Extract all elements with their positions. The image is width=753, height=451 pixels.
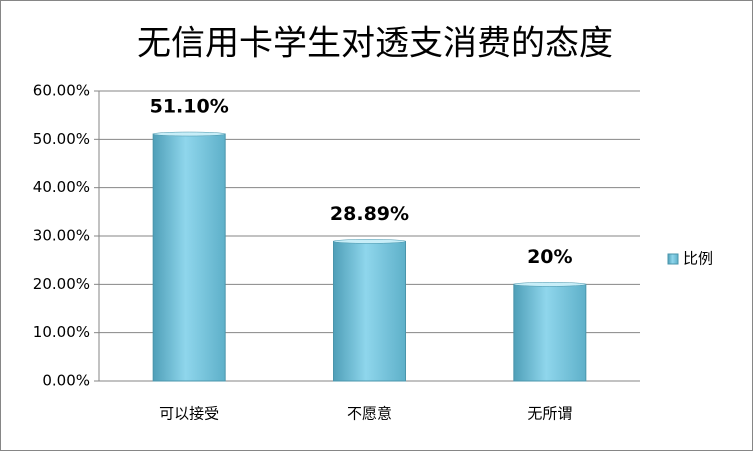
y-tick-label: 20.00% <box>33 275 90 293</box>
bar <box>513 283 587 382</box>
legend-swatch <box>667 253 679 265</box>
x-tick-label: 可以接受 <box>159 405 219 423</box>
y-tick-label: 60.00% <box>33 82 90 100</box>
y-tick-label: 10.00% <box>33 323 90 341</box>
y-tick-label: 50.00% <box>33 130 90 148</box>
bar-top <box>333 239 406 244</box>
data-label: 51.10% <box>150 96 229 118</box>
bar <box>152 133 226 382</box>
bar <box>333 240 406 382</box>
x-tick-label: 不愿意 <box>347 405 392 423</box>
chart-title: 无信用卡学生对透支消费的态度 <box>137 24 613 64</box>
legend-label: 比例 <box>683 250 713 268</box>
data-label: 20% <box>527 246 572 268</box>
y-tick-label: 40.00% <box>33 178 90 196</box>
x-tick-label: 无所谓 <box>527 405 572 423</box>
bar-top <box>152 131 226 137</box>
y-tick-label: 0.00% <box>42 372 90 390</box>
bar-top <box>513 282 587 287</box>
data-label: 28.89% <box>330 203 409 225</box>
y-tick-label: 30.00% <box>33 227 90 245</box>
